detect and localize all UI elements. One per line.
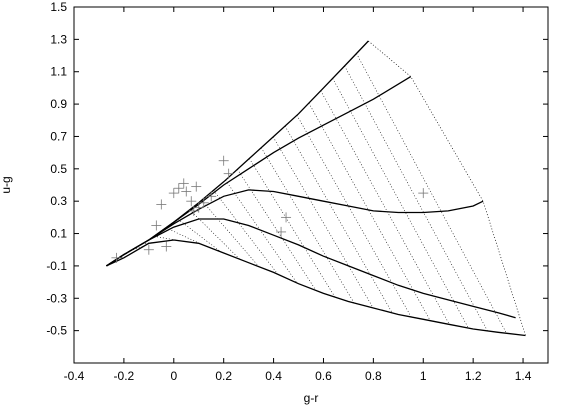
x-tick-label: -0.4 [64,369,85,383]
data-point [111,252,122,263]
y-tick-label: -0.1 [46,259,67,273]
hatch-line [249,158,336,298]
data-point [193,202,204,213]
data-point [191,181,202,192]
hatch-line [296,115,412,318]
hatch-line [308,102,431,321]
y-tick-label: 0.1 [50,227,67,241]
y-tick-label: 0.7 [50,129,67,143]
model-curve [106,189,484,267]
plot-frame [73,6,549,364]
y-tick-label: 0.3 [50,194,67,208]
y-tick-label: 1.1 [50,65,67,79]
y-axis-label: u-g [0,176,13,193]
series-lines [106,40,526,337]
y-tick-label: 0.5 [50,162,67,176]
hatch-line [272,136,374,309]
hatch-line [356,53,507,334]
y-tick-label: -0.5 [46,324,67,338]
model-curve [106,40,369,267]
model-curve [106,239,526,337]
x-axis-label: g-r [304,391,319,405]
data-point [161,241,172,252]
x-tick-label: 0.8 [365,369,382,383]
data-point [173,183,184,194]
hatch-line [332,78,469,329]
x-tick-label: 0 [170,369,177,383]
hatch-line [344,65,488,332]
data-point [223,168,234,179]
y-tick-label: 1.3 [50,32,67,46]
hatch-line [320,90,450,325]
hatch-line [237,169,317,291]
model-curve [106,218,516,319]
x-tick-label: 0.6 [315,369,332,383]
data-point [151,220,162,231]
x-tick-label: 1.2 [465,369,482,383]
data-point [168,188,179,199]
data-point [418,188,429,199]
data-point [276,226,287,237]
data-point [198,197,209,208]
boundary-line [368,40,526,336]
data-point [181,186,192,197]
x-tick-label: 0.2 [215,369,232,383]
data-point [178,178,189,189]
hatch-line [201,200,260,267]
hatch-line [260,147,355,304]
hatch-lines [118,53,507,334]
y-tick-label: -0.3 [46,291,67,305]
x-tick-label: -0.2 [114,369,135,383]
x-tick-label: 1 [420,369,427,383]
data-points [111,155,429,263]
x-tick-label: 1.4 [515,369,532,383]
data-point [206,191,217,202]
hatch-line [165,227,202,245]
x-tick-label: 0.4 [265,369,282,383]
data-point [281,212,292,223]
data-point [186,196,197,207]
hatch-line [189,209,240,260]
hatch-line [142,241,164,245]
data-point [143,244,154,255]
y-tick-label: 1.5 [50,0,67,14]
y-tick-label: 0.9 [50,97,67,111]
axis-ticks: -0.4 -0.2 0 0.2 0.4 0.6 0.8 1 1.2 1.4 1.5 1.3 1.1 0.9… [46,0,548,383]
data-point [218,155,229,166]
data-point [156,199,167,210]
